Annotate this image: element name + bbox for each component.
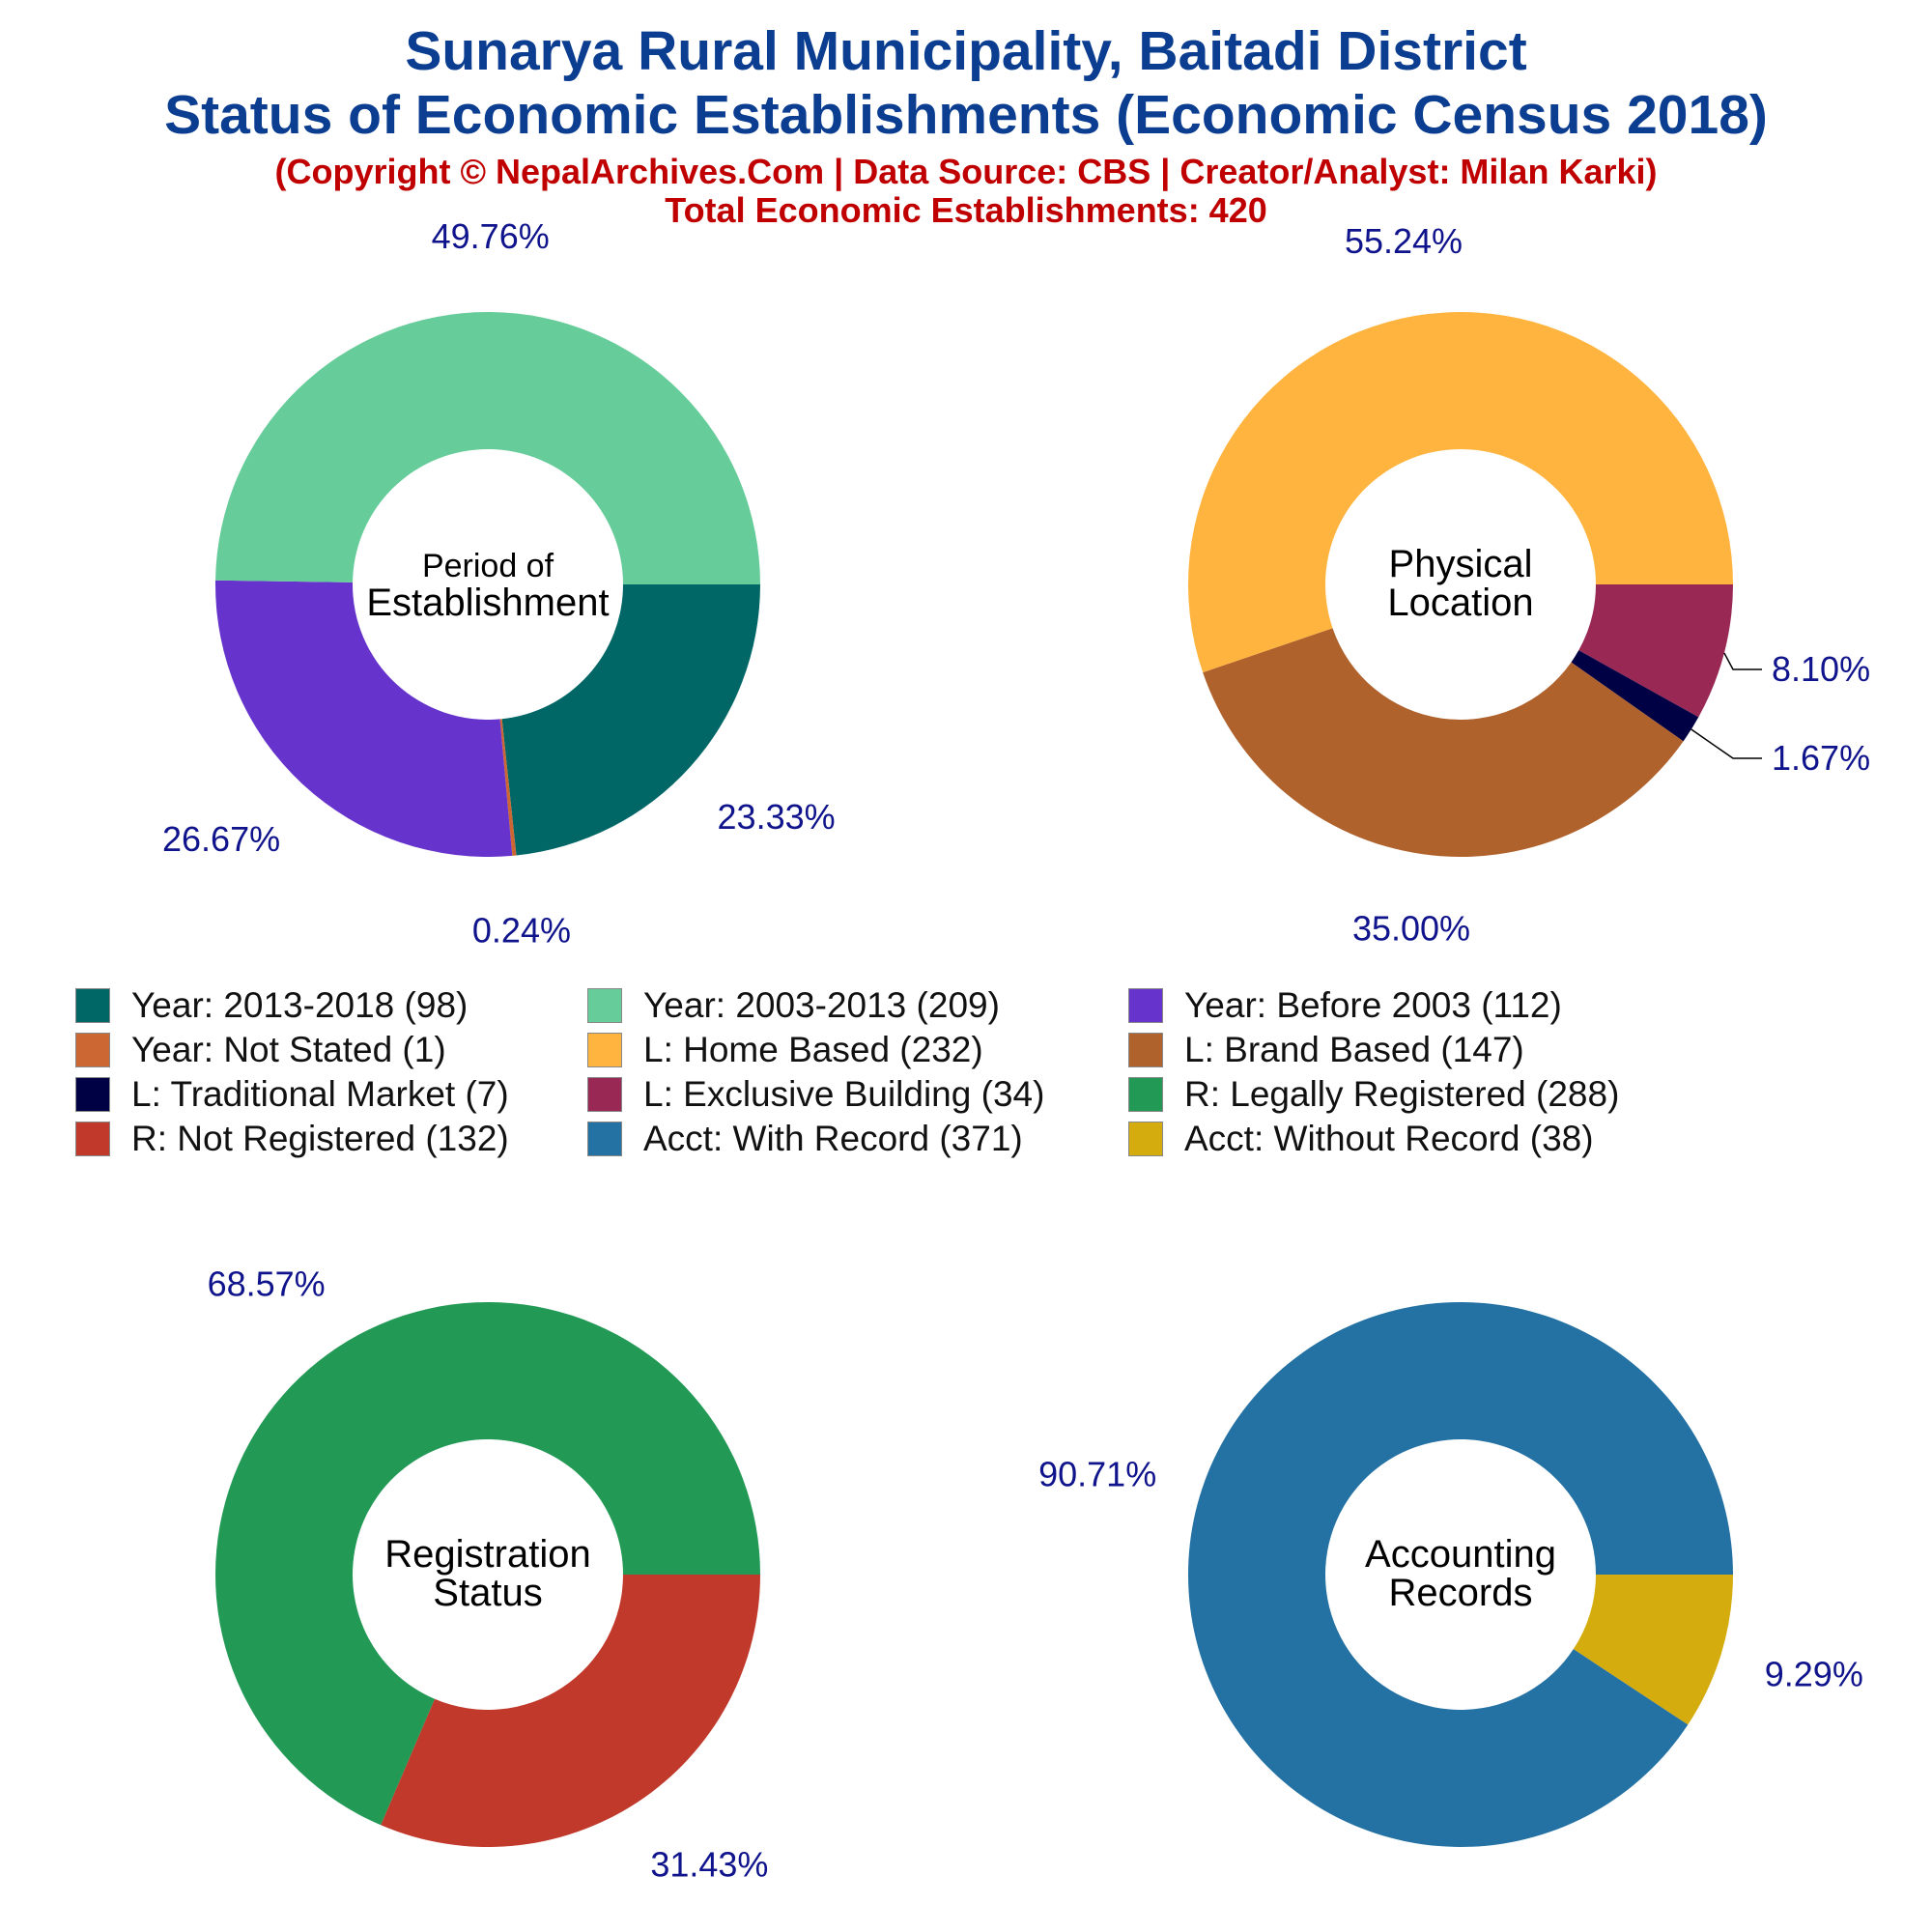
donut-slice: [1573, 1575, 1733, 1725]
legend-swatch: [75, 1033, 110, 1067]
legend-swatch: [75, 1077, 110, 1112]
legend-label: R: Not Registered (132): [131, 1119, 509, 1158]
legend-item: L: Home Based (232): [587, 1028, 983, 1072]
slice-percent-label: 68.57%: [208, 1264, 326, 1304]
legend-item: Year: Before 2003 (112): [1128, 983, 1562, 1028]
donut-slice: [1571, 650, 1699, 742]
legend-swatch: [1128, 988, 1163, 1023]
legend-item: Acct: With Record (371): [587, 1117, 1023, 1161]
slice-percent-label: 55.24%: [1345, 221, 1463, 261]
legend-item: L: Exclusive Building (34): [587, 1072, 1044, 1117]
donut-slice: [215, 1301, 761, 1826]
slice-percent-label: 23.33%: [718, 797, 836, 837]
donut-slice: [1578, 584, 1733, 718]
legend-label: Acct: With Record (371): [643, 1119, 1023, 1158]
legend-item: Year: 2003-2013 (209): [587, 983, 1000, 1028]
legend-label: L: Home Based (232): [643, 1030, 983, 1069]
legend-label: R: Legally Registered (288): [1184, 1074, 1620, 1114]
legend-item: Year: Not Stated (1): [75, 1028, 446, 1072]
label-leader-line: [1723, 652, 1762, 670]
slice-percent-label: 31.43%: [650, 1844, 768, 1884]
legend-swatch: [75, 1122, 110, 1156]
donut-center-label: Establishment: [366, 582, 609, 624]
slice-percent-label: 90.71%: [1038, 1454, 1156, 1493]
donut-center-label: Registration: [384, 1533, 590, 1576]
slice-percent-label: 49.76%: [432, 216, 550, 256]
chart-title-line-2: Status of Economic Establishments (Econo…: [164, 84, 1768, 146]
legend-item: R: Legally Registered (288): [1128, 1072, 1619, 1117]
chart-title-line-1: Sunarya Rural Municipality, Baitadi Dist…: [405, 20, 1527, 82]
legend-label: Year: Not Stated (1): [131, 1030, 446, 1069]
donut-center-label: Period of: [422, 548, 554, 584]
legend-item: Acct: Without Record (38): [1128, 1117, 1594, 1161]
donut-slice: [381, 1575, 760, 1847]
donut-slice: [215, 580, 513, 857]
donut-center-label: Accounting: [1365, 1533, 1556, 1576]
donut-slice: [499, 719, 517, 856]
donut-slice: [1203, 628, 1684, 857]
slice-percent-label: 9.29%: [1765, 1655, 1863, 1694]
legend-item: R: Not Registered (132): [75, 1117, 509, 1161]
legend-swatch: [587, 1122, 622, 1156]
legend-label: Year: Before 2003 (112): [1184, 985, 1562, 1025]
slice-percent-label: 35.00%: [1352, 908, 1470, 948]
legend-label: Year: 2003-2013 (209): [643, 985, 1000, 1025]
legend-swatch: [587, 988, 622, 1023]
legend-swatch: [587, 1077, 622, 1112]
slice-percent-label: 8.10%: [1772, 649, 1870, 689]
legend-label: Year: 2013-2018 (98): [131, 985, 469, 1025]
chart-header: Sunarya Rural Municipality, Baitadi Dist…: [0, 19, 1932, 230]
slice-percent-label: 0.24%: [472, 910, 571, 950]
donut-slice: [215, 312, 760, 584]
legend-item: L: Brand Based (147): [1128, 1028, 1524, 1072]
chart-copyright: (Copyright © NepalArchives.Com | Data So…: [274, 152, 1658, 191]
legend-swatch: [587, 1033, 622, 1067]
legend-swatch: [1128, 1122, 1163, 1156]
donut-center-label: Location: [1387, 582, 1533, 624]
donut-slice: [501, 584, 760, 856]
legend-label: L: Exclusive Building (34): [643, 1074, 1045, 1114]
legend-swatch: [75, 988, 110, 1023]
legend-label: L: Traditional Market (7): [131, 1074, 509, 1114]
slice-percent-label: 26.67%: [162, 819, 280, 859]
legend-swatch: [1128, 1077, 1163, 1112]
chart-total: Total Economic Establishments: 420: [665, 190, 1267, 230]
donut-slice: [1187, 1301, 1733, 1847]
legend-item: L: Traditional Market (7): [75, 1072, 509, 1117]
label-leader-line: [1690, 728, 1762, 759]
donut-center-label: Physical: [1389, 543, 1533, 585]
donut-center-label: Records: [1389, 1572, 1533, 1614]
donut-slice: [1188, 312, 1733, 673]
slice-percent-label: 1.67%: [1772, 738, 1870, 778]
legend-label: L: Brand Based (147): [1184, 1030, 1524, 1069]
legend-label: Acct: Without Record (38): [1184, 1119, 1594, 1158]
donut-center-label: Status: [433, 1572, 542, 1614]
legend-swatch: [1128, 1033, 1163, 1067]
legend-item: Year: 2013-2018 (98): [75, 983, 468, 1028]
